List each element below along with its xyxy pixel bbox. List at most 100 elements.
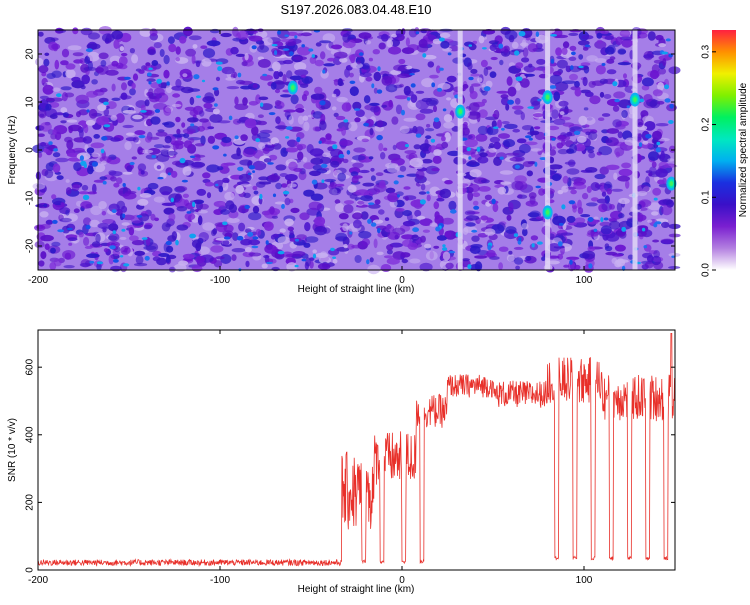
- spectrogram-y-tick-label: 0: [25, 147, 36, 153]
- spectrogram-blob: [279, 228, 286, 233]
- spectrogram-blob: [638, 199, 652, 208]
- spectrogram-blob: [321, 167, 330, 172]
- spectrogram-blob: [609, 204, 615, 210]
- spectrogram-blob: [484, 194, 492, 201]
- spectrogram-speck: [377, 66, 381, 72]
- spectrogram-blob: [65, 63, 76, 70]
- spectrogram-blob: [380, 152, 386, 160]
- spectrogram-blob: [202, 222, 215, 231]
- spectrogram-blob: [277, 236, 290, 245]
- spectrogram-blob: [309, 170, 321, 177]
- spectrogram-blob: [598, 117, 605, 121]
- spectrogram-blob: [231, 153, 243, 160]
- spectrogram-speck: [409, 73, 415, 76]
- spectrogram-blob: [595, 64, 606, 75]
- spectrogram-speck: [122, 183, 126, 187]
- spectrogram-speck: [56, 93, 62, 98]
- spectrogram-blob: [524, 73, 535, 77]
- spectrogram-blob: [289, 75, 304, 81]
- spectrogram-blob: [66, 139, 74, 150]
- spectrogram-speck: [406, 97, 411, 101]
- spectrogram-blob: [256, 120, 267, 126]
- spectrogram-blob: [606, 188, 612, 195]
- spectrogram-blob: [153, 42, 162, 49]
- spectrogram-blob: [60, 86, 72, 91]
- spectrogram-blob: [71, 183, 80, 192]
- spectrogram-blob: [62, 250, 76, 260]
- spectrogram-y-tick-label: -10: [25, 190, 36, 205]
- spectrogram-speck: [515, 76, 523, 82]
- spectrogram-speck: [222, 221, 228, 226]
- spectrogram-blob: [395, 208, 405, 212]
- spectrogram-blob: [299, 83, 309, 88]
- spectrogram-y-ticks: -20 -10 0 10 20: [25, 48, 675, 253]
- spectrogram-blob: [137, 198, 149, 206]
- spectrogram-blob: [489, 136, 500, 143]
- spectrogram-blob: [636, 184, 650, 193]
- snr-y-tick-label: 600: [25, 358, 36, 375]
- spectrogram-blob: [116, 177, 123, 185]
- spectrogram-blob: [566, 256, 580, 260]
- spectrogram-blob: [562, 122, 575, 127]
- spectrogram-blob: [215, 76, 221, 82]
- spectrogram-blob: [652, 239, 660, 243]
- spectrogram-blob: [67, 237, 78, 242]
- spectrogram-blob: [558, 100, 569, 107]
- spectrogram-blob: [288, 115, 294, 125]
- spectrogram-blob: [110, 115, 118, 121]
- spectrogram-blob: [616, 202, 623, 213]
- spectrogram-blob: [521, 125, 534, 131]
- spectrogram-blob: [355, 109, 365, 118]
- spectrogram-speck: [448, 250, 456, 254]
- spectrogram-speck: [282, 48, 290, 51]
- spectrogram-blob: [623, 73, 627, 79]
- spectrogram-speck: [48, 141, 53, 145]
- spectrogram-speck: [332, 256, 336, 259]
- spectrogram-blob: [287, 226, 294, 231]
- spectrogram-blob: [506, 254, 515, 262]
- spectrogram-blob: [351, 244, 363, 249]
- spectrogram-blob: [445, 262, 454, 269]
- spectrogram-blob: [75, 94, 90, 105]
- spectrogram-blob: [381, 75, 393, 86]
- spectrogram-blob: [613, 172, 618, 180]
- spectrogram-blob: [296, 143, 307, 150]
- spectrogram-blob: [357, 200, 365, 205]
- spectrogram-blob: [154, 217, 160, 222]
- spectrogram-blob: [262, 147, 270, 154]
- spectrogram-blob: [442, 251, 451, 261]
- spectrogram-blob: [147, 182, 159, 190]
- spectrogram-speck: [189, 155, 196, 159]
- spectrogram-blob: [587, 149, 595, 154]
- spectrogram-blob: [585, 167, 598, 173]
- spectrogram-blob: [562, 41, 570, 49]
- spectrogram-speck: [405, 144, 409, 148]
- spectrogram-blob: [43, 148, 49, 153]
- spectrogram-blob: [501, 97, 509, 106]
- spectrogram-speck: [534, 161, 538, 167]
- spectrogram-blob: [55, 157, 69, 163]
- spectrogram-blob: [83, 66, 97, 72]
- spectrogram-speck: [466, 147, 471, 152]
- spectrogram-blob: [245, 247, 252, 253]
- spectrogram-blob: [448, 200, 457, 211]
- spectrogram-blob: [334, 199, 341, 204]
- spectrogram-speck: [212, 87, 219, 91]
- spectrogram-blob: [493, 156, 502, 166]
- spectrogram-blob: [378, 143, 384, 152]
- spectrogram-blob: [53, 258, 62, 267]
- spectrogram-blob: [580, 62, 591, 66]
- spectrogram-blob: [252, 160, 267, 171]
- spectrogram-blob: [636, 214, 647, 221]
- spectrogram-blob: [483, 67, 489, 77]
- spectrogram-blob: [153, 196, 165, 203]
- spectrogram-blob: [519, 143, 531, 154]
- spectrogram-blob: [439, 32, 451, 39]
- spectrogram-speck: [419, 199, 426, 205]
- spectrogram-blob: [96, 116, 110, 126]
- spectrogram-blob: [240, 183, 252, 187]
- spectrogram-speck: [284, 34, 289, 37]
- spectrogram-blob: [433, 201, 440, 210]
- spectrogram-blob: [625, 180, 630, 189]
- spectrogram-blob: [268, 68, 274, 72]
